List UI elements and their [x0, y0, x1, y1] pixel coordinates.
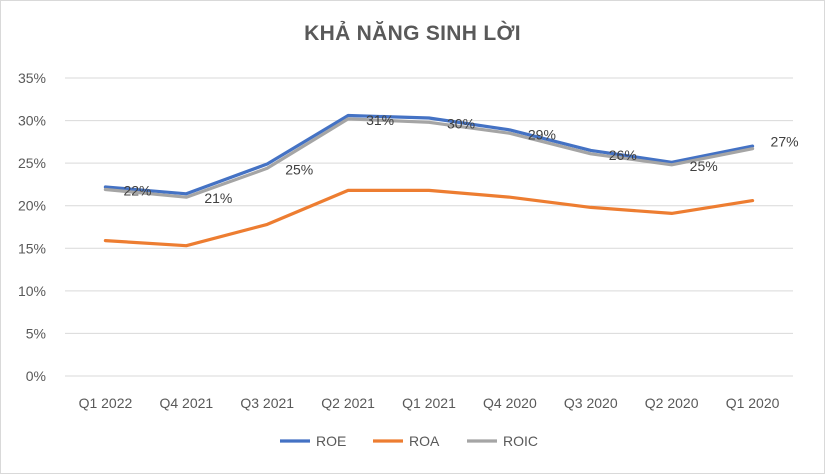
- y-tick-label: 10%: [18, 283, 46, 299]
- y-tick-label: 35%: [18, 70, 46, 86]
- x-tick-label: Q4 2021: [159, 395, 213, 411]
- x-tick-label: Q3 2020: [564, 395, 618, 411]
- x-tick-label: Q1 2020: [726, 395, 780, 411]
- x-axis-ticks: Q1 2022 Q4 2021 Q3 2021 Q2 2021 Q1 2021 Q4 20…: [79, 395, 780, 411]
- x-tick-label: Q4 2020: [483, 395, 537, 411]
- data-label: 31%: [366, 112, 394, 128]
- data-label: 29%: [528, 126, 556, 142]
- series-line-roic: [103, 117, 755, 199]
- legend-label-roic: ROIC: [503, 433, 538, 449]
- data-label: 25%: [285, 161, 313, 177]
- legend: ROE ROA ROIC: [280, 433, 538, 449]
- series-lines: [103, 113, 755, 248]
- data-label: 25%: [690, 158, 718, 174]
- data-label: 27%: [771, 134, 799, 150]
- gridlines: [65, 77, 793, 377]
- y-tick-label: 20%: [18, 198, 46, 214]
- data-label: 26%: [609, 147, 637, 163]
- x-tick-label: Q2 2021: [321, 395, 375, 411]
- y-axis-ticks: 0% 5% 10% 15% 20% 25% 30% 35%: [18, 70, 46, 384]
- series-line-roa: [103, 188, 755, 248]
- y-tick-label: 30%: [18, 113, 46, 129]
- y-tick-label: 5%: [26, 325, 46, 341]
- x-tick-label: Q1 2021: [402, 395, 456, 411]
- legend-label-roe: ROE: [316, 433, 346, 449]
- y-tick-label: 15%: [18, 240, 46, 256]
- chart-title: KHẢ NĂNG SINH LỜI: [304, 22, 521, 45]
- y-tick-label: 0%: [26, 368, 46, 384]
- x-tick-label: Q1 2022: [79, 395, 133, 411]
- data-label: 21%: [204, 190, 232, 206]
- x-tick-label: Q3 2021: [240, 395, 294, 411]
- data-label: 30%: [447, 115, 475, 131]
- legend-label-roa: ROA: [409, 433, 440, 449]
- x-tick-label: Q2 2020: [645, 395, 699, 411]
- data-label: 22%: [123, 183, 151, 199]
- data-labels: 22% 21% 25% 31% 30% 29% 26% 25% 27%: [123, 112, 798, 206]
- y-tick-label: 25%: [18, 155, 46, 171]
- series-line-roe: [103, 113, 755, 196]
